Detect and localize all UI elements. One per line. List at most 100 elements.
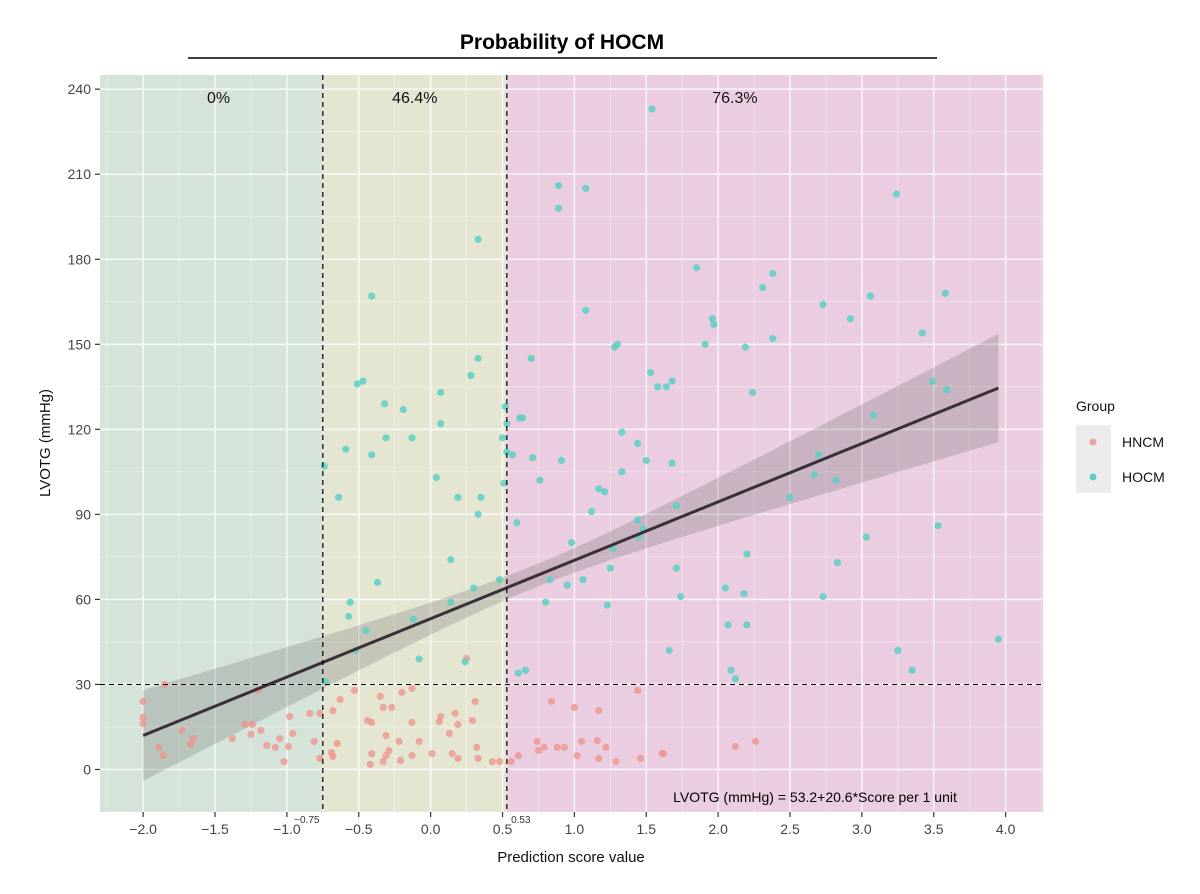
region-1 [322, 75, 507, 812]
data-point-hocm [727, 666, 735, 674]
data-point-hncm [284, 742, 292, 751]
data-point-hocm [554, 181, 563, 190]
data-point-hncm [276, 734, 284, 743]
data-point-hncm [659, 750, 668, 758]
data-point-hncm [189, 734, 198, 743]
data-point-hncm [454, 754, 462, 763]
x-tick-label: 1.5 [637, 821, 657, 837]
data-point-hncm [474, 754, 482, 763]
data-point-hncm [570, 703, 578, 712]
data-point-hncm [595, 754, 603, 763]
data-point-hocm [342, 445, 350, 453]
data-point-hocm [646, 369, 655, 377]
data-point-hncm [573, 751, 581, 760]
data-point-hocm [503, 420, 511, 428]
data-point-hocm [447, 556, 455, 564]
data-point-hncm [471, 697, 479, 706]
data-point-hncm [751, 737, 760, 746]
data-point-hocm [582, 184, 590, 192]
data-point-hocm [894, 646, 902, 655]
data-point-hncm [368, 750, 376, 758]
x-tick-label: 0.5 [493, 821, 513, 837]
regression-equation: LVOTG (mmHg) = 53.2+20.6*Score per 1 uni… [673, 789, 957, 805]
data-point-hocm [721, 584, 729, 592]
data-point-hncm [448, 750, 456, 758]
data-point-hncm [366, 760, 374, 768]
data-point-hocm [408, 434, 416, 442]
data-point-hncm [612, 757, 620, 766]
data-point-hocm [708, 315, 716, 323]
y-tick-label: 240 [68, 81, 92, 97]
data-point-hncm [368, 718, 376, 727]
data-point-hncm [263, 741, 271, 749]
data-point-hocm [467, 371, 475, 380]
x-tick-label: 1.0 [565, 821, 585, 837]
data-point-hocm [320, 462, 328, 470]
data-point-hncm [547, 697, 555, 706]
data-point-hocm [654, 383, 662, 391]
y-tick-label: 210 [68, 166, 92, 182]
data-point-hocm [368, 292, 376, 300]
confidence-band [143, 333, 999, 781]
data-point-hocm [546, 575, 554, 584]
data-point-hocm [353, 380, 361, 388]
data-point-hocm [474, 354, 482, 363]
data-point-hncm [241, 720, 249, 729]
data-point-hocm [527, 354, 535, 363]
data-point-hncm [159, 751, 167, 760]
cutoff-label: 0.53 [511, 815, 531, 826]
data-point-hocm [724, 621, 732, 629]
data-point-hocm [769, 269, 777, 278]
data-point-hocm [672, 502, 681, 510]
data-point-hocm [415, 655, 423, 663]
data-point-hocm [381, 400, 389, 408]
data-point-hncm [395, 737, 403, 746]
data-point-hocm [474, 510, 482, 518]
data-point-hncm [560, 743, 568, 751]
data-point-hncm [408, 684, 416, 693]
data-point-hncm [248, 720, 256, 729]
data-point-hocm [749, 388, 757, 397]
data-point-hncm [540, 743, 548, 751]
gridlines [100, 75, 1043, 813]
x-tick-label: 4.0 [996, 821, 1016, 837]
data-point-hncm [388, 703, 396, 712]
data-point-hncm [376, 692, 384, 700]
data-point-hncm [329, 752, 337, 761]
data-point-hocm [595, 485, 603, 493]
data-point-hncm [350, 686, 359, 694]
data-point-hncm [428, 750, 436, 758]
data-point-hocm [613, 340, 622, 348]
data-point-hocm [672, 564, 681, 572]
region-backgrounds [100, 75, 1043, 812]
data-point-hncm [382, 751, 390, 760]
data-point-hncm [186, 740, 195, 749]
data-point-hocm [496, 575, 504, 584]
data-point-hocm [618, 468, 626, 476]
x-tick-label: −1.0 [273, 821, 301, 837]
data-point-hocm [498, 434, 507, 442]
data-point-hocm [743, 550, 751, 558]
data-point-hocm [648, 105, 656, 113]
region-probability-label: 0% [207, 90, 230, 107]
data-point-hocm [437, 420, 445, 428]
data-point-hocm [941, 289, 949, 297]
data-point-hocm [692, 264, 701, 272]
data-point-hocm [368, 451, 376, 459]
legend-label-hncm: HNCM [1122, 434, 1164, 450]
data-point-hocm [346, 598, 354, 606]
data-point-hncm [408, 718, 416, 727]
y-tick-label: 30 [75, 676, 91, 692]
data-point-hncm [379, 703, 387, 712]
data-point-hncm [306, 709, 314, 717]
chart-title: Probability of HOCM [460, 31, 664, 54]
data-points [139, 105, 1003, 768]
data-point-hncm [514, 751, 522, 760]
data-point-hocm [477, 493, 485, 501]
data-point-hocm [918, 329, 926, 337]
data-point-hocm [536, 476, 544, 484]
data-point-hocm [501, 403, 509, 411]
y-tick-label: 0 [83, 761, 91, 777]
